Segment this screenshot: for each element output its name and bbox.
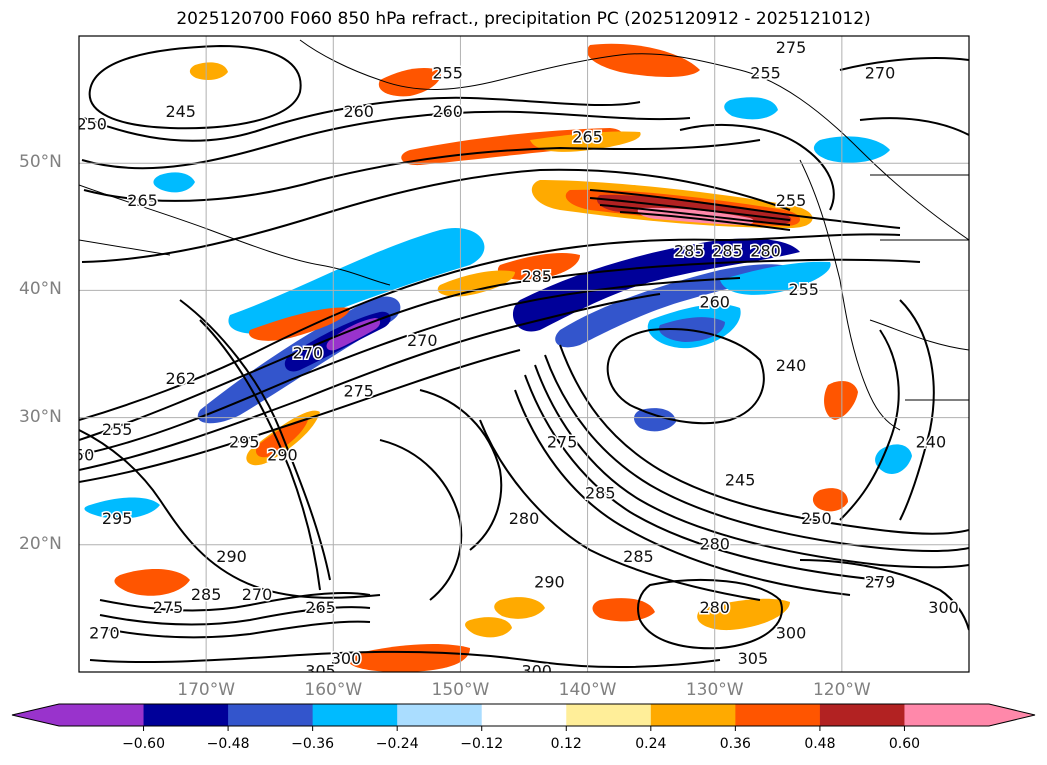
graticule [79, 36, 969, 672]
contour-label: 275 [153, 598, 184, 617]
contour-label: 250 [801, 509, 832, 528]
contour-label: 270 [865, 64, 896, 83]
contour-label: 270 [293, 344, 324, 363]
colorbar-over-arrow [989, 704, 1035, 726]
latitude-label: 40°N [19, 279, 62, 300]
contour-label: 250 [64, 445, 95, 464]
colorbar-tick-label: −0.12 [460, 736, 504, 752]
contour-label: 255 [788, 280, 819, 299]
latitude-label: 20°N [19, 533, 62, 554]
colorbar-tick-label: −0.48 [206, 736, 250, 752]
contour-label: 255 [102, 420, 133, 439]
contour-label: 305 [305, 662, 336, 681]
contour-label: 279 [865, 572, 896, 591]
map-background [79, 36, 969, 672]
contour-label: 305 [738, 649, 769, 668]
contour-label: 262 [165, 369, 196, 388]
contour-label: 295 [229, 433, 260, 452]
colorbar-bin [312, 704, 398, 726]
contour-label: 245 [38, 445, 69, 464]
colorbar-bin [59, 704, 145, 726]
contour-label: 285 [521, 267, 552, 286]
contour-label: 270 [407, 331, 438, 350]
contour-label: 300 [776, 623, 807, 642]
colorbar-bin [819, 704, 905, 726]
contour-label: 300 [331, 649, 362, 668]
contour-label: 285 [191, 585, 222, 604]
contour-label: 290 [534, 572, 565, 591]
contour-label: 245 [165, 102, 196, 121]
contour-label: 270 [89, 623, 120, 642]
contour-label: 260 [699, 293, 730, 312]
contour-label: 275 [547, 433, 578, 452]
contour-label: 265 [305, 598, 336, 617]
longitude-label: 120°W [812, 680, 871, 700]
coastlines [79, 39, 969, 431]
colorbar-bin [397, 704, 483, 726]
contour-label: 290 [216, 547, 247, 566]
contour-label: 245 [725, 471, 756, 490]
longitude-label: 170°W [177, 680, 236, 700]
colorbar-tick-label: 0.12 [550, 736, 582, 752]
latitude-label: 30°N [19, 406, 62, 427]
colorbar-tick-label: −0.36 [291, 736, 335, 752]
colorbar-bin [904, 704, 990, 726]
contour-label: 280 [699, 534, 730, 553]
contour-label: 270 [242, 585, 273, 604]
contour-label: 240 [916, 433, 947, 452]
longitude-label: 150°W [431, 680, 490, 700]
map-frame [78, 35, 970, 673]
longitude-label: 130°W [685, 680, 744, 700]
contour-label: 275 [343, 382, 374, 401]
contour-label: 255 [776, 191, 807, 210]
contour-label: 265 [572, 127, 603, 146]
longitude-label: 160°W [304, 680, 363, 700]
colorbar-tick-label: 0.60 [888, 736, 921, 752]
contour-label: 260 [432, 102, 463, 121]
colorbar-bin [228, 704, 314, 726]
contour-label: 260 [343, 102, 374, 121]
contour-label: 300 [26, 649, 57, 668]
contour-label: 265 [127, 191, 158, 210]
colorbar-bin [735, 704, 821, 726]
contour-label: 280 [699, 598, 730, 617]
colorbar-bin [650, 704, 736, 726]
colorbar-bin [481, 704, 567, 726]
colorbar [11, 703, 1036, 731]
contour-label: 285 [674, 242, 705, 261]
contour-label: 280 [750, 242, 781, 261]
contour-label: 285 [585, 483, 616, 502]
contour-label: 255 [750, 64, 781, 83]
latitude-label: 50°N [19, 152, 62, 173]
contour-label: 275 [776, 38, 807, 57]
contour-label: 250 [76, 115, 107, 134]
colorbar-bin [566, 704, 652, 726]
contour-label: 285 [712, 242, 743, 261]
colorbar-under-arrow [12, 704, 59, 726]
contour-label: 300 [928, 598, 959, 617]
contour-label: 280 [509, 509, 540, 528]
contour-label: 240 [776, 356, 807, 375]
contour-label: 255 [432, 64, 463, 83]
colorbar-tick-label: 0.48 [804, 736, 836, 752]
map-title: 2025120700 F060 850 hPa refract., precip… [176, 9, 871, 29]
contour-label: 285 [623, 547, 654, 566]
colorbar-outline [11, 703, 1036, 727]
contour-label: 290 [267, 445, 298, 464]
colorbar-tick-label: 0.36 [719, 736, 751, 752]
refractivity-contours [79, 44, 969, 669]
colorbar-tick-label: −0.60 [122, 736, 165, 752]
colorbar-tick-label: 0.24 [635, 736, 667, 752]
longitude-label: 140°W [558, 680, 617, 700]
contour-label: 295 [102, 509, 133, 528]
colorbar-bin [143, 704, 229, 726]
contour-label: 300 [521, 662, 552, 681]
colorbar-tick-label: −0.24 [375, 736, 419, 752]
